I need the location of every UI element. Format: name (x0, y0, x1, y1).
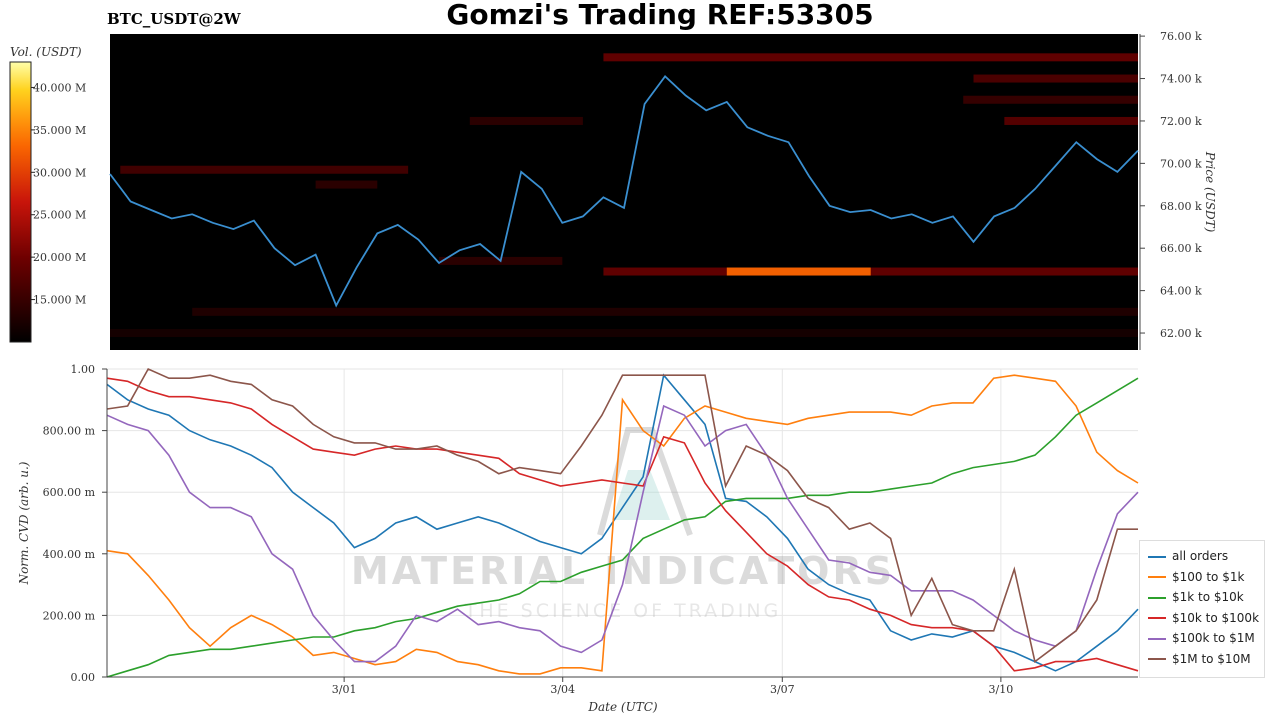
legend-swatch (1148, 658, 1166, 660)
cvd-y-tick-label: 0.00 (71, 671, 96, 684)
legend-label: all orders (1172, 549, 1229, 563)
cvd-series-s100k-1m (106, 404, 1139, 663)
legend: all orders $100 to $1k $1k to $10k $10k to … (1139, 540, 1265, 678)
liquidity-level-1 (973, 74, 1138, 83)
chart-title: Gomzi's Trading REF:53305 (446, 0, 874, 31)
cvd-x-tick-label: 3/07 (770, 683, 795, 696)
legend-item: $1k to $10k (1148, 590, 1244, 608)
legend-swatch (1148, 617, 1166, 619)
liquidity-level-0 (603, 53, 1138, 62)
price-axis: 76.00 k 74.00 k 72.00 k 70.00 k 68.00 k 66.00… (1139, 30, 1202, 350)
price-tick-label: 76.00 k (1160, 30, 1202, 43)
cvd-series-all-orders (106, 373, 1139, 672)
price-axis-title: Price (USDT) (1203, 151, 1217, 233)
heatmap-background (110, 34, 1138, 350)
liquidity-level-5 (120, 165, 409, 174)
price-tick-label: 64.00 k (1160, 285, 1202, 298)
cvd-x-tick-label: 3/04 (550, 683, 575, 696)
colorbar-tick-label: 25.000 M (33, 209, 86, 222)
cvd-x-tick-label: 3/01 (332, 683, 357, 696)
legend-swatch (1148, 596, 1166, 599)
liquidity-level-9 (726, 267, 871, 276)
liquidity-level-10 (192, 307, 1139, 316)
cvd-y-tick-label: 600.00 m (43, 486, 96, 499)
colorbar-tick-label: 40.000 M (33, 81, 86, 94)
legend-swatch (1148, 576, 1166, 578)
colorbar-tick-label: 15.000 M (33, 294, 86, 307)
legend-label: $1M to $10M (1172, 651, 1251, 666)
cvd-y-tick-label: 800.00 m (43, 425, 96, 438)
price-line (109, 75, 1139, 308)
liquidity-level-11 (110, 329, 1138, 338)
colorbar (9, 61, 32, 343)
cvd-y-tick-label: 400.00 m (43, 548, 96, 561)
legend-item: $100 to $1k (1148, 570, 1244, 588)
price-tick-label: 62.00 k (1160, 327, 1202, 340)
cvd-y-axis-title: Norm. CVD (arb. u.) (17, 461, 31, 585)
cvd-y-tick-label: 200.00 m (43, 609, 96, 622)
liquidity-level-3 (469, 116, 583, 125)
cvd-series-s1k-10k (106, 377, 1139, 678)
legend-item: $1M to $10M (1148, 652, 1251, 670)
price-tick-label: 66.00 k (1160, 242, 1202, 255)
liquidity-level-4 (1004, 116, 1138, 125)
cvd-series-s10k-100k (106, 377, 1139, 672)
legend-item: $100k to $1M (1148, 631, 1255, 649)
cvd-x-axis-title: Date (UTC) (587, 700, 657, 714)
watermark-main-text: MATERIAL INDICATORS (351, 549, 895, 593)
colorbar-tick-label: 30.000 M (33, 166, 86, 179)
colorbar-tick-label: 20.000 M (33, 251, 86, 264)
liquidity-level-6 (315, 180, 378, 189)
watermark-logo-shape (612, 470, 670, 520)
colorbar-title: Vol. (USDT) (10, 45, 82, 59)
cvd-x-tick-label: 3/10 (989, 683, 1014, 696)
colorbar-tick-label: 35.000 M (33, 124, 86, 137)
legend-item: all orders (1148, 549, 1228, 567)
price-tick-label: 68.00 k (1160, 200, 1202, 213)
legend-label: $100k to $1M (1172, 631, 1255, 645)
legend-item: $10k to $100k (1148, 611, 1259, 629)
cvd-series-s100-1k (106, 374, 1139, 675)
watermark-sub-text: THE SCIENCE OF TRADING (464, 600, 782, 622)
cvd-y-tick-label: 1.00 (71, 363, 96, 376)
cvd-series-s1m-10m (106, 367, 1138, 663)
legend-label: $1k to $10k (1172, 590, 1244, 604)
cvd-axes: 0.00 200.00 m 400.00 m 600.00 m 800.00 m 1.00… (43, 363, 1138, 696)
legend-label: $100 to $1k (1172, 569, 1245, 584)
price-tick-label: 72.00 k (1160, 115, 1202, 128)
cvd-plot-area (107, 369, 1138, 677)
price-tick-label: 74.00 k (1160, 73, 1202, 86)
legend-swatch (1148, 555, 1166, 558)
pair-label: BTC_USDT@2W (107, 10, 241, 28)
legend-label: $10k to $100k (1172, 610, 1260, 625)
liquidity-level-2 (963, 95, 1138, 104)
legend-swatch (1148, 637, 1166, 640)
price-tick-label: 70.00 k (1160, 157, 1202, 170)
